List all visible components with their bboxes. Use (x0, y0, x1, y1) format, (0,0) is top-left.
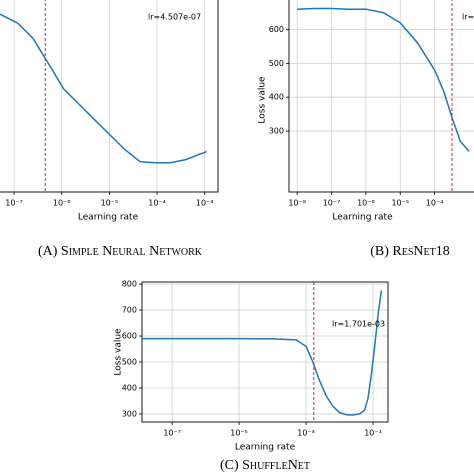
subplot: 10⁻⁷ 10⁻⁵ 10⁻³ 10⁻¹ 300 400 500 600 700 800 lr=1.7… (114, 280, 389, 473)
y-tick-label: 400 (122, 383, 137, 392)
x-axis-label: Learning rate (78, 213, 139, 223)
x-tick-label: 10⁻⁴ (426, 199, 444, 208)
subplot: 10⁻⁷ 10⁻⁶ 10⁻⁵ 10⁻⁴ 10⁻³ lr=4.507e-07 Learning… (0, 0, 219, 259)
loss-curve (297, 7, 470, 152)
x-axis-label: Learning rate (235, 443, 296, 453)
subplot: 10⁻⁸ 10⁻⁷ 10⁻⁶ 10⁻⁵ 10⁻⁴ 300 400 500 600 lr= Learn… (258, 0, 474, 259)
loss-curve (142, 290, 383, 416)
y-tick-label: 500 (269, 59, 284, 68)
x-tick-label: 10⁻³ (297, 429, 315, 438)
x-tick-label: 10⁻¹ (364, 429, 382, 438)
plot-frame (288, 0, 474, 193)
caption: (B) ResNet18 (370, 244, 450, 259)
x-tick-label: 10⁻⁸ (288, 199, 306, 208)
x-tick-label: 10⁻⁷ (323, 199, 341, 208)
x-tick-label: 10⁻⁵ (230, 429, 248, 438)
y-tick-label: 300 (122, 409, 137, 418)
y-tick-label: 500 (122, 358, 137, 367)
lr-annotation: lr=4.507e-07 (148, 13, 201, 22)
plot-frame (141, 281, 389, 423)
lr-annotation: lr=1.701e-03 (332, 320, 385, 329)
loss-curve (0, 13, 207, 164)
y-tick-label: 400 (269, 93, 284, 102)
x-tick-label: 10⁻⁷ (5, 199, 23, 208)
x-tick-label: 10⁻⁴ (148, 199, 166, 208)
y-tick-label: 600 (269, 25, 284, 34)
x-tick-label: 10⁻⁵ (101, 199, 119, 208)
x-axis-label: Learning rate (332, 213, 393, 223)
x-tick-label: 10⁻³ (196, 199, 214, 208)
x-tick-label: 10⁻⁶ (357, 199, 375, 208)
y-tick-label: 600 (122, 332, 137, 341)
y-tick-label: 800 (122, 280, 137, 289)
lr-annotation: lr= (462, 13, 474, 22)
caption: (C) ShuffleNet (220, 458, 310, 473)
plot-frame (0, 0, 219, 193)
y-tick-label: 700 (122, 306, 137, 315)
caption: (A) Simple Neural Network (38, 244, 203, 259)
x-tick-label: 10⁻⁷ (163, 429, 181, 438)
x-tick-label: 10⁻⁶ (53, 199, 71, 208)
y-tick-label: 300 (269, 127, 284, 136)
y-axis-label: Loss value (114, 328, 124, 376)
x-tick-label: 10⁻⁵ (391, 199, 409, 208)
y-axis-label: Loss value (258, 76, 268, 124)
